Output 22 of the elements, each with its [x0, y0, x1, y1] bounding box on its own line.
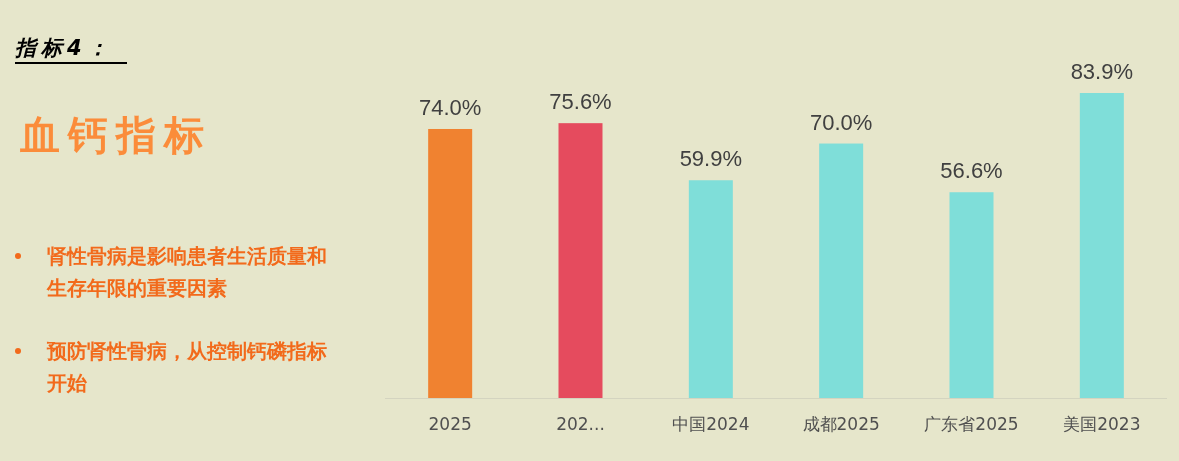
x-tick-label: 广东省2025: [924, 414, 1019, 434]
text: 指标4：: [15, 34, 127, 64]
data-label: 59.9%: [679, 146, 743, 172]
bar: [428, 128, 473, 398]
x-tick-label: 2025: [428, 414, 472, 434]
x-tick-label: 中国2024: [672, 414, 750, 434]
bar: [819, 143, 864, 398]
data-label: 74.0%: [418, 94, 482, 120]
data-label: 75.6%: [549, 89, 612, 115]
x-tick-label: 202...: [556, 414, 605, 434]
data-label: 83.9%: [1070, 59, 1134, 84]
bar: [1079, 93, 1124, 398]
text: 血钙指标: [20, 111, 212, 160]
bar: [949, 192, 994, 398]
bar: [688, 180, 733, 398]
x-tick-label: 成都2025: [802, 414, 880, 434]
data-label: 56.6%: [940, 158, 1003, 184]
bar: [558, 123, 603, 398]
text: 预防肾性骨病，从控制钙磷指标开始: [47, 338, 328, 397]
x-tick-label: 美国2023: [1063, 414, 1141, 434]
data-label: 70.0%: [809, 109, 873, 135]
text: 肾性骨病是影响患者生活质量和生存年限的重要因素: [47, 243, 328, 302]
